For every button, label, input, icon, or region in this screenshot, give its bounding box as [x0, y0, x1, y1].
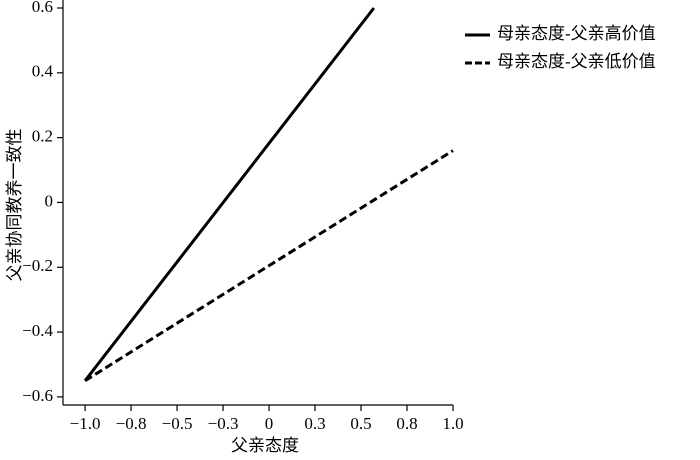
y-tick-label: −0.6	[22, 386, 53, 405]
y-axis-label: 父亲协同教养一致性	[5, 129, 24, 282]
x-axis-label: 父亲态度	[231, 436, 299, 455]
x-tick-label: −1.0	[70, 414, 101, 433]
x-tick-label: 1.0	[442, 414, 463, 433]
x-tick-label: 0.8	[396, 414, 417, 433]
series-line	[83, 7, 376, 382]
y-tick-label: 0.2	[32, 127, 53, 146]
y-tick-label: −0.2	[22, 256, 53, 275]
legend-label: 母亲态度-父亲高价值	[497, 24, 656, 43]
y-tick-label: −0.4	[22, 321, 53, 340]
y-tick-label: 0	[45, 191, 54, 210]
legend-label: 母亲态度-父亲低价值	[497, 52, 656, 71]
y-tick-label: 0.6	[32, 0, 53, 16]
x-tick-label: 0.3	[304, 414, 325, 433]
series-line	[84, 149, 454, 382]
x-tick-label: −0.8	[116, 414, 147, 433]
x-tick-label: −0.5	[162, 414, 193, 433]
x-tick-label: −0.3	[208, 414, 239, 433]
y-tick-label: 0.4	[32, 62, 54, 81]
x-tick-label: 0.5	[350, 414, 371, 433]
x-tick-label: 0	[265, 414, 274, 433]
